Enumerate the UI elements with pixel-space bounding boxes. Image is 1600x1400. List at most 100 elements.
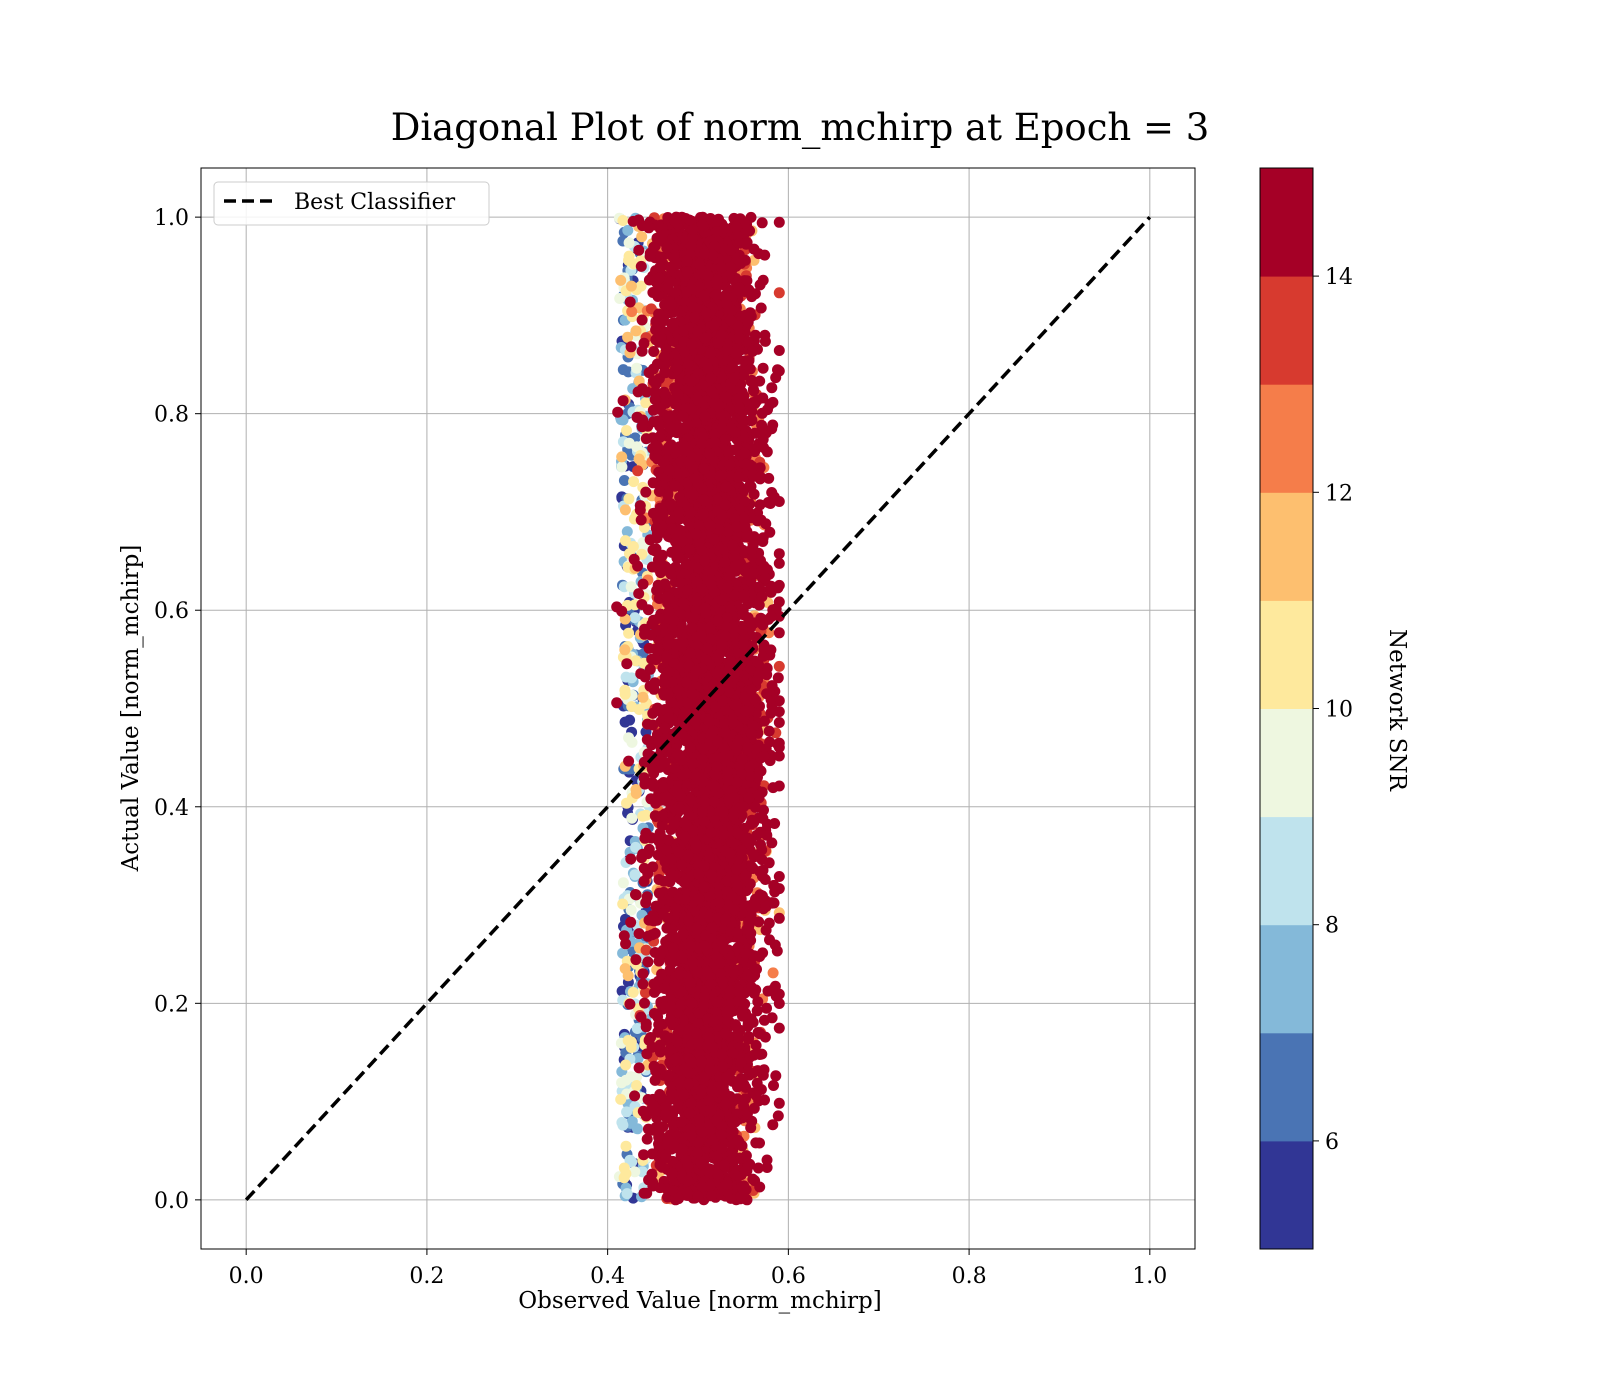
scatter-point [630, 784, 642, 795]
scatter-point [757, 947, 769, 959]
scatter-point [626, 812, 638, 824]
scatter-point [631, 1023, 643, 1034]
chart-title: Diagonal Plot of norm_mchirp at Epoch = … [391, 106, 1210, 150]
scatter-point [637, 578, 649, 590]
scatter-point [625, 341, 637, 353]
scatter-point [633, 1062, 645, 1074]
scatter-point [767, 967, 779, 979]
scatter-point [625, 581, 637, 593]
scatter-point [641, 1133, 653, 1145]
scatter-point [632, 1053, 644, 1064]
scatter-point [750, 1137, 762, 1149]
scatter-point [624, 998, 636, 1010]
scatter-point [630, 325, 642, 337]
scatter-point [763, 725, 775, 737]
scatter-point [764, 583, 776, 594]
scatter-point [641, 734, 653, 746]
scatter-point [640, 987, 651, 999]
scatter-point [611, 697, 623, 709]
scatter-point [615, 274, 627, 286]
scatter-point [732, 1081, 743, 1093]
scatter-point [623, 493, 635, 505]
scatter-point [767, 1119, 779, 1131]
scatter-point [625, 280, 637, 292]
scatter-point [617, 947, 629, 959]
scatter-point [637, 810, 649, 822]
scatter-point [617, 898, 629, 910]
scatter-point [624, 1154, 636, 1166]
scatter-point [614, 293, 626, 304]
scatter-point [621, 425, 632, 436]
scatter-point [625, 904, 637, 916]
scatter-point [757, 362, 769, 374]
scatter-point [652, 554, 664, 566]
scatter-point [650, 900, 662, 912]
scatter-point [627, 986, 639, 998]
scatter-point [621, 1188, 633, 1200]
scatter-point [640, 486, 652, 498]
scatter-point [625, 1071, 637, 1083]
scatter-point [634, 504, 646, 516]
scatter-point [616, 451, 628, 463]
scatter-point [623, 732, 635, 744]
scatter-point [773, 717, 785, 728]
scatter-point [751, 1077, 763, 1089]
scatter-point [768, 1080, 779, 1091]
scatter-point [621, 526, 633, 538]
scatter-point [619, 644, 631, 656]
scatter-point [620, 1168, 632, 1180]
scatter-point [626, 306, 638, 318]
scatter-point [758, 442, 769, 453]
scatter-point [630, 889, 641, 900]
scatter-point [621, 797, 632, 809]
scatter-point [639, 997, 650, 1009]
scatter-point [622, 331, 634, 343]
scatter-point [754, 375, 766, 387]
scatter-point [616, 461, 628, 473]
scatter-point [744, 307, 756, 319]
scatter-point [752, 996, 764, 1008]
scatter-point [772, 1110, 784, 1122]
scatter-point [766, 837, 778, 849]
scatter-point [633, 453, 645, 465]
scatter-point [617, 877, 629, 889]
scatter-point [773, 912, 785, 924]
scatter-point [759, 249, 771, 261]
scatter-point [747, 1067, 759, 1079]
scatter-point [617, 414, 629, 426]
scatter-point [631, 441, 643, 453]
scatter-point [773, 780, 785, 792]
scatter-point [773, 706, 785, 718]
scatter-point [773, 287, 785, 299]
scatter-point [763, 917, 775, 929]
scatter-point [769, 818, 781, 829]
scatter-point [773, 660, 785, 672]
scatter-point [612, 406, 624, 418]
scatter-point [641, 891, 653, 903]
scatter-point [637, 1105, 649, 1117]
scatter-point [640, 1021, 652, 1033]
scatter-point [638, 756, 650, 768]
scatter-point [627, 541, 639, 552]
scatter-point [633, 928, 645, 940]
scatter-point [754, 499, 766, 511]
scatter-point [618, 930, 630, 942]
scatter-point [773, 548, 785, 560]
scatter-point [748, 1102, 760, 1114]
scatter-point [643, 274, 655, 286]
scatter-point [773, 750, 785, 762]
scatter-point [749, 801, 761, 813]
scatter-point [773, 627, 785, 639]
scatter-point [621, 658, 633, 670]
scatter-point [637, 968, 649, 980]
scatter-point [620, 671, 632, 683]
scatter-point [625, 1042, 637, 1053]
scatter-point [635, 260, 647, 272]
scatter-point [619, 688, 631, 700]
scatter-point [637, 1166, 648, 1178]
scatter-point [773, 1097, 785, 1109]
scatter-point [640, 397, 652, 409]
scatter-point [623, 237, 635, 249]
scatter-point [631, 362, 643, 374]
